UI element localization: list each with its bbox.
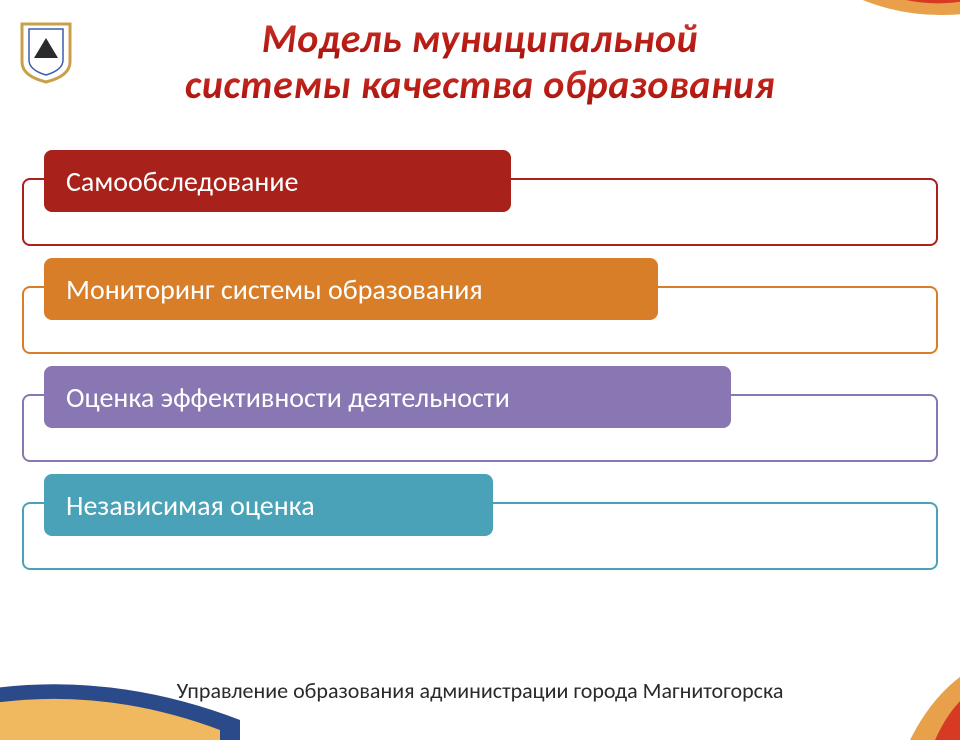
title-line-2: системы качества образования [80, 62, 880, 108]
bar-label: Оценка эффективности деятельности [66, 380, 510, 415]
bar-group-3: Независимая оценка [22, 474, 938, 536]
bar-fill: Независимая оценка [44, 474, 493, 536]
bar-label: Независимая оценка [66, 488, 315, 523]
bar-fill: Оценка эффективности деятельности [44, 366, 731, 428]
logo-shield [18, 18, 74, 84]
bar-group-1: Мониторинг системы образования [22, 258, 938, 320]
footer-text: Управление образования администрации гор… [0, 677, 960, 704]
bar-label: Мониторинг системы образования [66, 272, 483, 307]
bar-group-2: Оценка эффективности деятельности [22, 366, 938, 428]
corner-decoration-top-right [770, 0, 960, 90]
bar-fill: Самообследование [44, 150, 511, 212]
bars-container: Самообследование Мониторинг системы обра… [22, 150, 938, 582]
bar-group-0: Самообследование [22, 150, 938, 212]
bar-fill: Мониторинг системы образования [44, 258, 658, 320]
bar-label: Самообследование [66, 164, 298, 199]
title-line-1: Модель муниципальной [80, 16, 880, 62]
